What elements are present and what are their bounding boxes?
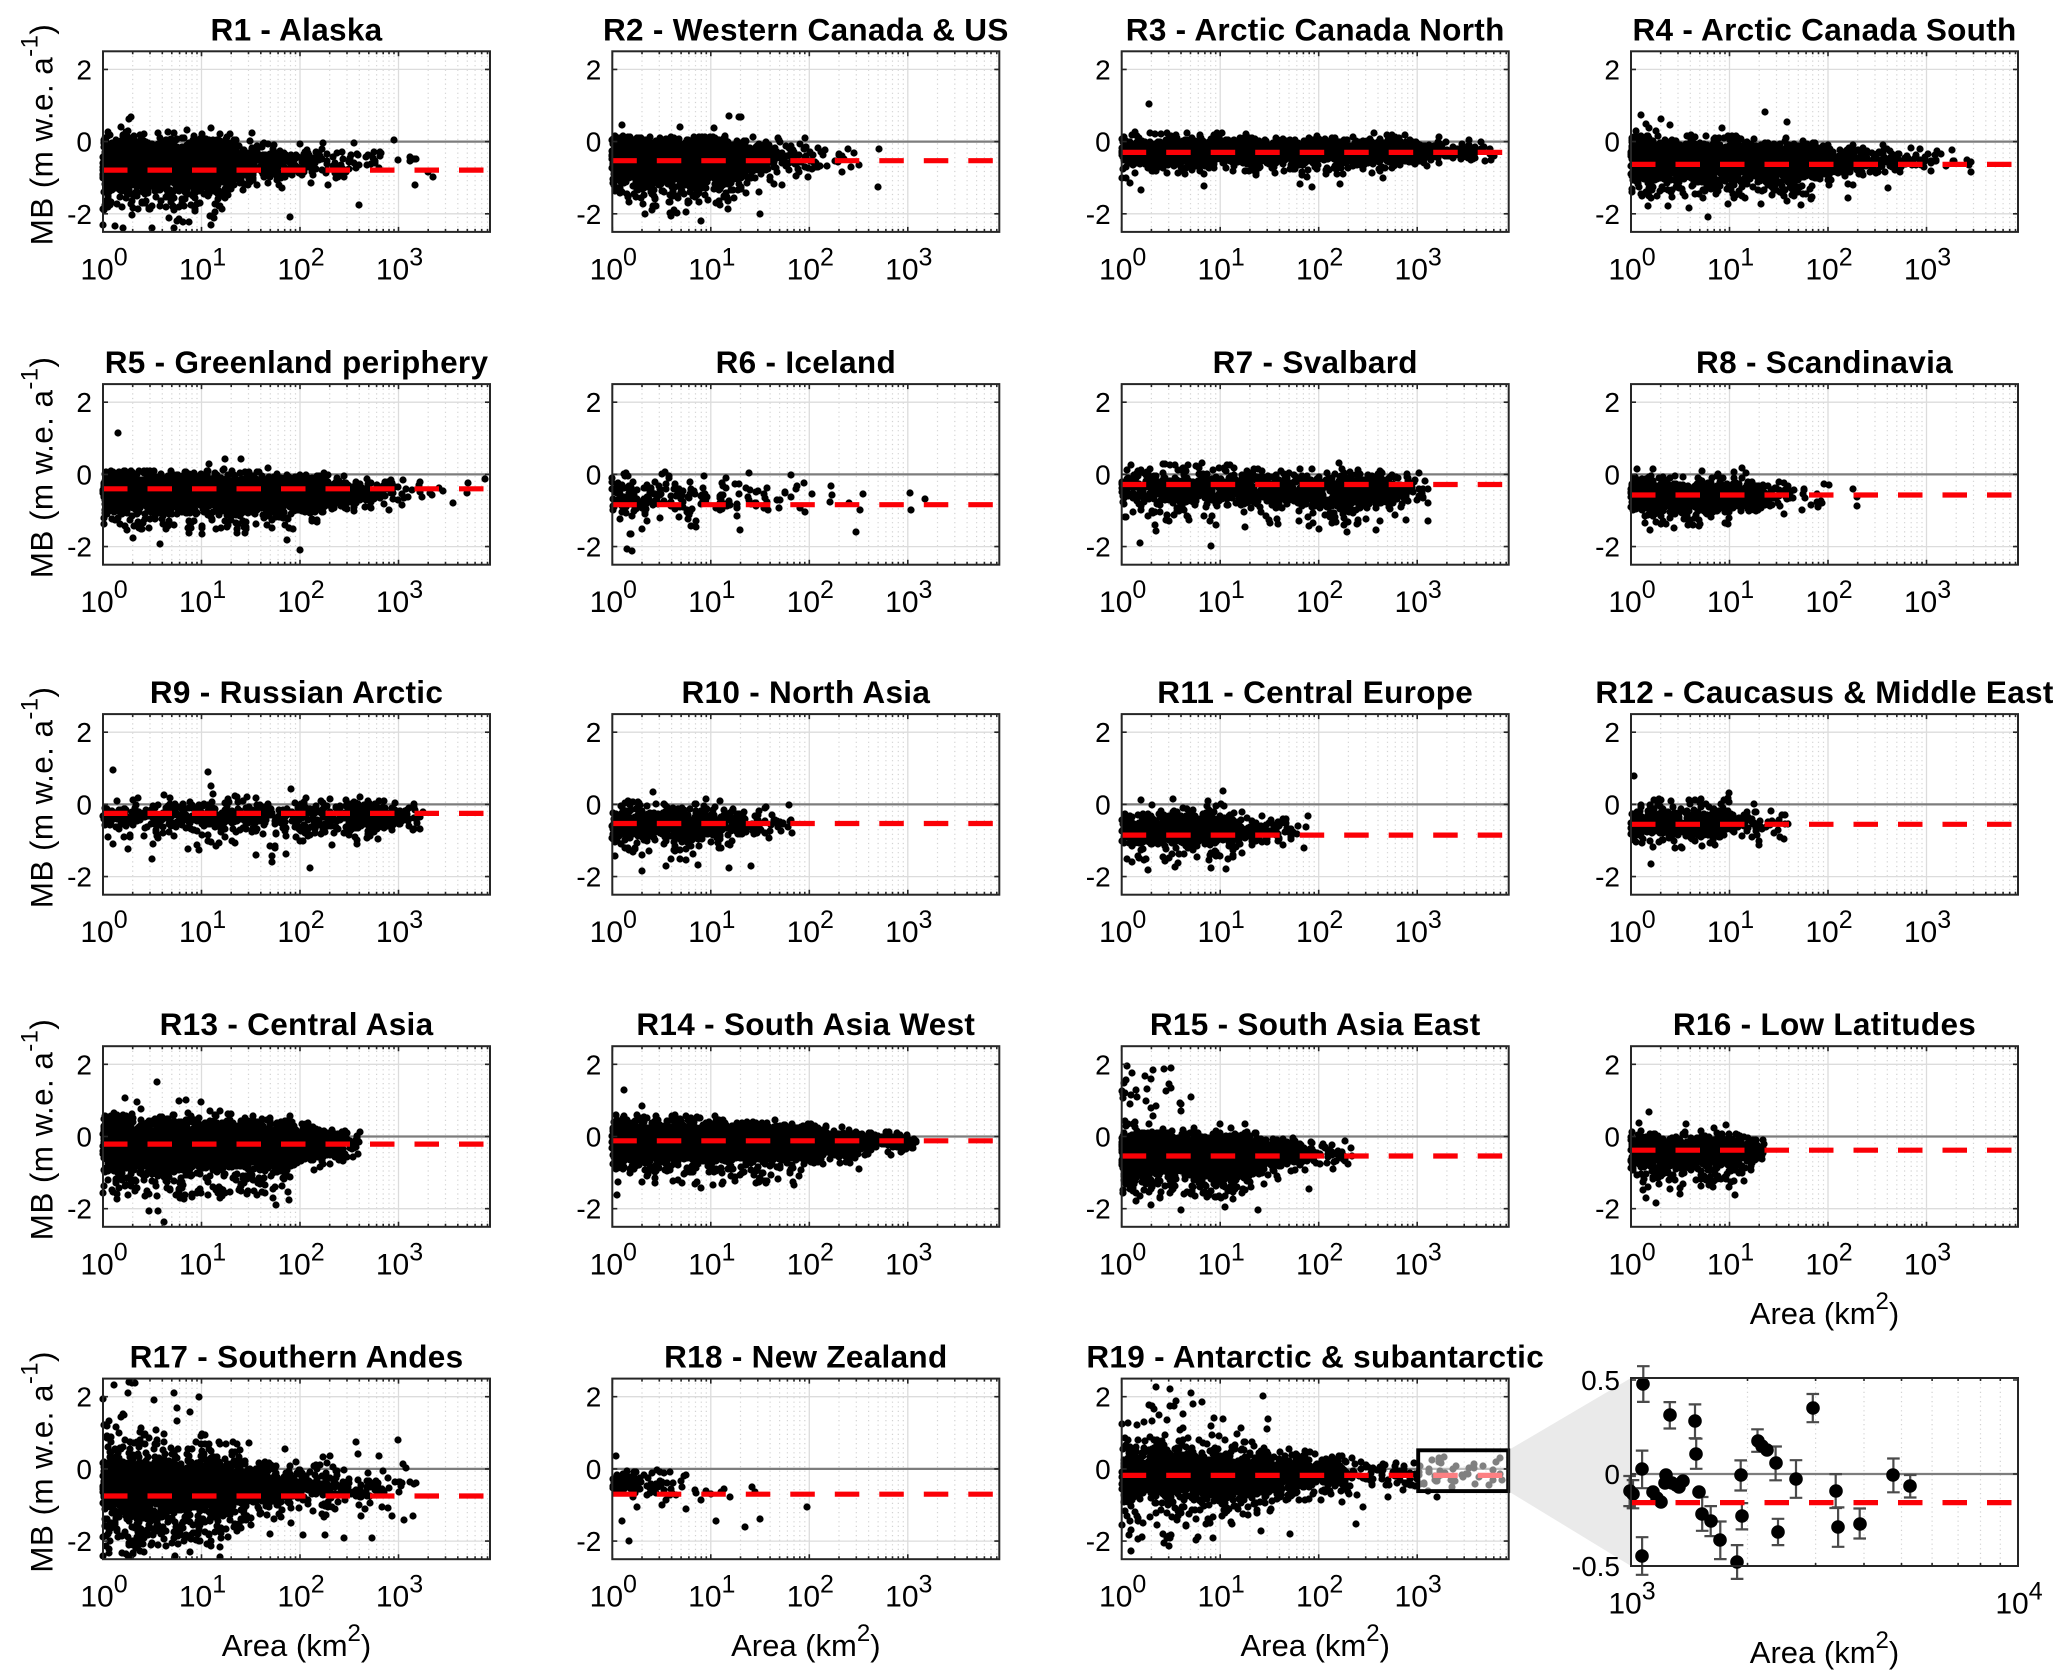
- svg-text:2: 2: [1604, 387, 1620, 418]
- svg-text:-2: -2: [1086, 1194, 1111, 1225]
- svg-text:0: 0: [1604, 789, 1620, 820]
- svg-text:R6 - Iceland: R6 - Iceland: [716, 344, 896, 380]
- svg-text:-2: -2: [67, 862, 92, 893]
- svg-text:0: 0: [1095, 1122, 1111, 1153]
- svg-text:Area (km2): Area (km2): [1750, 1288, 1899, 1331]
- svg-text:R2 - Western Canada & US: R2 - Western Canada & US: [603, 11, 1009, 47]
- svg-text:-2: -2: [1086, 199, 1111, 230]
- svg-text:2: 2: [1095, 387, 1111, 418]
- svg-text:-2: -2: [1595, 862, 1620, 893]
- svg-text:R3 - Arctic Canada North: R3 - Arctic Canada North: [1126, 11, 1505, 47]
- svg-text:2: 2: [76, 1382, 92, 1413]
- svg-text:0: 0: [586, 789, 602, 820]
- svg-text:Area (km2): Area (km2): [1240, 1620, 1389, 1663]
- svg-text:R16 - Low Latitudes: R16 - Low Latitudes: [1673, 1006, 1976, 1042]
- svg-text:2: 2: [1604, 1049, 1620, 1080]
- svg-text:0: 0: [586, 459, 602, 490]
- svg-text:0: 0: [1095, 127, 1111, 158]
- svg-text:MB (m w.e. a-1): MB (m w.e. a-1): [17, 687, 60, 909]
- svg-text:-2: -2: [576, 862, 601, 893]
- svg-text:-2: -2: [1595, 199, 1620, 230]
- svg-text:-2: -2: [1086, 862, 1111, 893]
- svg-text:R15 - South Asia East: R15 - South Asia East: [1150, 1006, 1481, 1042]
- svg-text:-2: -2: [1595, 1194, 1620, 1225]
- svg-text:0: 0: [1604, 1122, 1620, 1153]
- svg-text:Area (km2): Area (km2): [222, 1620, 371, 1663]
- svg-text:R9 - Russian Arctic: R9 - Russian Arctic: [150, 674, 443, 710]
- svg-text:2: 2: [586, 1382, 602, 1413]
- svg-text:-0.5: -0.5: [1572, 1551, 1620, 1582]
- svg-text:0: 0: [586, 1454, 602, 1485]
- svg-text:-2: -2: [576, 1526, 601, 1557]
- svg-text:0: 0: [76, 1122, 92, 1153]
- svg-text:R18 - New Zealand: R18 - New Zealand: [664, 1339, 947, 1375]
- svg-text:2: 2: [76, 387, 92, 418]
- svg-text:-2: -2: [67, 1526, 92, 1557]
- svg-text:-2: -2: [576, 199, 601, 230]
- svg-text:-2: -2: [576, 1194, 601, 1225]
- svg-text:2: 2: [586, 387, 602, 418]
- svg-text:0: 0: [76, 459, 92, 490]
- svg-text:MB (m w.e. a-1): MB (m w.e. a-1): [17, 1351, 60, 1573]
- svg-text:0: 0: [586, 127, 602, 158]
- svg-text:0: 0: [76, 127, 92, 158]
- svg-text:2: 2: [1604, 717, 1620, 748]
- svg-text:0: 0: [1604, 127, 1620, 158]
- svg-text:2: 2: [1095, 1049, 1111, 1080]
- svg-text:-2: -2: [67, 199, 92, 230]
- svg-text:0: 0: [1095, 1454, 1111, 1485]
- svg-text:2: 2: [76, 54, 92, 85]
- svg-text:2: 2: [586, 54, 602, 85]
- svg-text:0: 0: [586, 1122, 602, 1153]
- svg-text:2: 2: [586, 717, 602, 748]
- svg-text:-2: -2: [576, 532, 601, 563]
- svg-text:0: 0: [76, 1454, 92, 1485]
- svg-text:R1 - Alaska: R1 - Alaska: [211, 11, 383, 47]
- svg-text:2: 2: [1095, 54, 1111, 85]
- svg-text:0: 0: [1095, 789, 1111, 820]
- svg-text:Area (km2): Area (km2): [731, 1620, 880, 1663]
- svg-text:-2: -2: [1595, 532, 1620, 563]
- svg-text:2: 2: [1095, 1382, 1111, 1413]
- svg-text:MB (m w.e. a-1): MB (m w.e. a-1): [17, 357, 60, 579]
- svg-text:R10 - North Asia: R10 - North Asia: [681, 674, 930, 710]
- svg-text:2: 2: [1095, 717, 1111, 748]
- svg-text:2: 2: [76, 717, 92, 748]
- svg-text:R8 - Scandinavia: R8 - Scandinavia: [1696, 344, 1953, 380]
- svg-text:2: 2: [1604, 54, 1620, 85]
- svg-text:0: 0: [1604, 1459, 1620, 1490]
- svg-text:2: 2: [76, 1049, 92, 1080]
- svg-text:R4 - Arctic Canada South: R4 - Arctic Canada South: [1632, 11, 2016, 47]
- svg-text:0: 0: [1604, 459, 1620, 490]
- svg-text:-2: -2: [1086, 532, 1111, 563]
- svg-text:0.5: 0.5: [1581, 1365, 1620, 1396]
- svg-text:0: 0: [76, 789, 92, 820]
- svg-text:MB (m w.e. a-1): MB (m w.e. a-1): [17, 24, 60, 246]
- svg-text:R14 - South Asia West: R14 - South Asia West: [636, 1006, 975, 1042]
- svg-text:-2: -2: [67, 532, 92, 563]
- svg-text:R19 - Antarctic & subantarctic: R19 - Antarctic & subantarctic: [1086, 1339, 1544, 1375]
- svg-text:-2: -2: [67, 1194, 92, 1225]
- svg-text:R13 - Central Asia: R13 - Central Asia: [160, 1006, 434, 1042]
- svg-text:2: 2: [586, 1049, 602, 1080]
- svg-text:R7 - Svalbard: R7 - Svalbard: [1213, 344, 1418, 380]
- svg-text:R12 - Caucasus & Middle East: R12 - Caucasus & Middle East: [1595, 674, 2054, 710]
- svg-text:0: 0: [1095, 459, 1111, 490]
- svg-text:R11 - Central Europe: R11 - Central Europe: [1157, 674, 1473, 710]
- svg-text:MB (m w.e. a-1): MB (m w.e. a-1): [17, 1019, 60, 1241]
- svg-text:R5 - Greenland periphery: R5 - Greenland periphery: [105, 344, 489, 380]
- svg-text:R17 - Southern Andes: R17 - Southern Andes: [130, 1339, 464, 1375]
- svg-text:-2: -2: [1086, 1526, 1111, 1557]
- svg-text:Area (km2): Area (km2): [1750, 1627, 1899, 1670]
